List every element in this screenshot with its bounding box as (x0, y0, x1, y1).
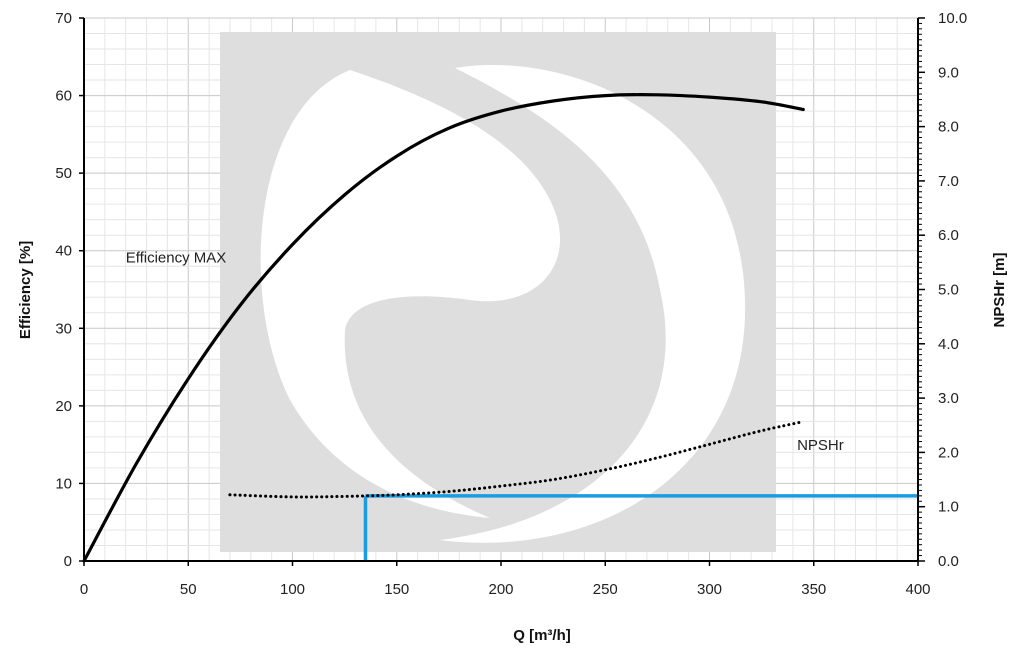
x-tick-label: 400 (905, 581, 930, 598)
y-left-tick-label: 0 (64, 553, 72, 570)
axes (79, 17, 925, 566)
x-axis-title: Q [m³/h] (513, 627, 571, 644)
y-left-tick-label: 50 (55, 165, 72, 182)
annotations: Efficiency MAX NPSHr (126, 249, 844, 454)
y-right-tick-label: 7.0 (938, 173, 959, 190)
y-left-tick-label: 10 (55, 475, 72, 492)
y-right-tick-label: 8.0 (938, 119, 959, 136)
y-right-tick-label: 9.0 (938, 64, 959, 81)
y-left-axis-title: Efficiency [%] (17, 241, 34, 339)
y-right-tick-label: 4.0 (938, 336, 959, 353)
series-layer (82, 93, 805, 563)
npshr-line (228, 421, 801, 499)
y-right-tick-label: 1.0 (938, 499, 959, 516)
y-right-tick-label: 3.0 (938, 390, 959, 407)
y-right-tick-label: 10.0 (938, 10, 967, 27)
y-left-tick-label: 60 (55, 88, 72, 105)
series-annotation: Efficiency MAX (126, 249, 227, 266)
x-tick-label: 300 (697, 581, 722, 598)
y-left-tick-labels: 0 10 20 30 40 50 60 70 (55, 10, 72, 570)
x-tick-label: 50 (180, 581, 197, 598)
y-left-tick-label: 40 (55, 243, 72, 260)
efficiency-max-line (82, 93, 805, 563)
y-left-tick-label: 70 (55, 10, 72, 27)
y-right-tick-label: 6.0 (938, 227, 959, 244)
y-right-tick-label: 5.0 (938, 282, 959, 299)
x-tick-label: 150 (384, 581, 409, 598)
x-tick-label: 200 (488, 581, 513, 598)
x-tick-label: 0 (80, 581, 88, 598)
x-tick-label: 250 (593, 581, 618, 598)
y-right-axis-title: NPSHr [m] (991, 252, 1008, 327)
operating-point-marker (363, 494, 918, 561)
y-right-tick-labels: 0.0 1.0 2.0 3.0 4.0 5.0 6.0 7.0 8.0 9.0 10.0 (938, 10, 967, 570)
watermark-logo (220, 32, 776, 552)
x-tick-label: 100 (280, 581, 305, 598)
series-annotation: NPSHr (797, 437, 844, 454)
x-tick-labels: 0 50 100 150 200 250 300 350 400 (80, 581, 931, 598)
y-left-tick-label: 20 (55, 398, 72, 415)
y-right-tick-label: 2.0 (938, 444, 959, 461)
y-left-tick-label: 30 (55, 320, 72, 337)
x-tick-label: 350 (801, 581, 826, 598)
y-right-tick-label: 0.0 (938, 553, 959, 570)
